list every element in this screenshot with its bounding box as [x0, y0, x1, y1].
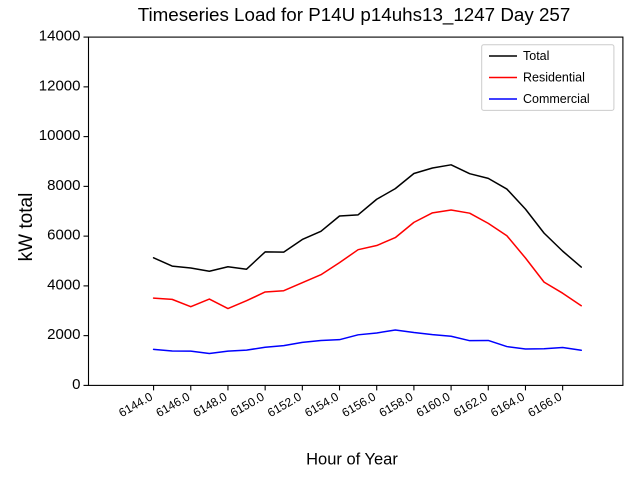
- svg-text:12000: 12000: [39, 77, 81, 94]
- svg-text:8000: 8000: [47, 177, 80, 194]
- svg-text:6152.0: 6152.0: [265, 389, 304, 420]
- svg-text:Commercial: Commercial: [523, 92, 590, 106]
- svg-text:10000: 10000: [39, 127, 81, 144]
- svg-text:6150.0: 6150.0: [228, 389, 267, 420]
- svg-text:6156.0: 6156.0: [339, 389, 378, 420]
- svg-text:6148.0: 6148.0: [191, 389, 230, 420]
- svg-text:6166.0: 6166.0: [525, 389, 564, 420]
- svg-text:6144.0: 6144.0: [116, 389, 155, 420]
- svg-text:6158.0: 6158.0: [377, 389, 416, 420]
- svg-text:0: 0: [72, 376, 80, 393]
- svg-text:Hour of Year: Hour of Year: [306, 451, 398, 469]
- svg-text:6160.0: 6160.0: [414, 389, 453, 420]
- svg-text:6162.0: 6162.0: [451, 389, 490, 420]
- svg-text:6000: 6000: [47, 227, 80, 244]
- svg-text:2000: 2000: [47, 326, 80, 343]
- svg-text:6154.0: 6154.0: [302, 389, 341, 420]
- svg-text:Total: Total: [523, 49, 549, 63]
- svg-text:Residential: Residential: [523, 71, 585, 85]
- svg-text:14000: 14000: [39, 28, 81, 45]
- svg-text:6146.0: 6146.0: [153, 389, 192, 420]
- svg-text:Timeseries Load for P14U p14uh: Timeseries Load for P14U p14uhs13_1247 D…: [138, 4, 571, 26]
- svg-text:6164.0: 6164.0: [488, 389, 527, 420]
- svg-text:4000: 4000: [47, 276, 80, 293]
- svg-text:kW total: kW total: [16, 193, 37, 262]
